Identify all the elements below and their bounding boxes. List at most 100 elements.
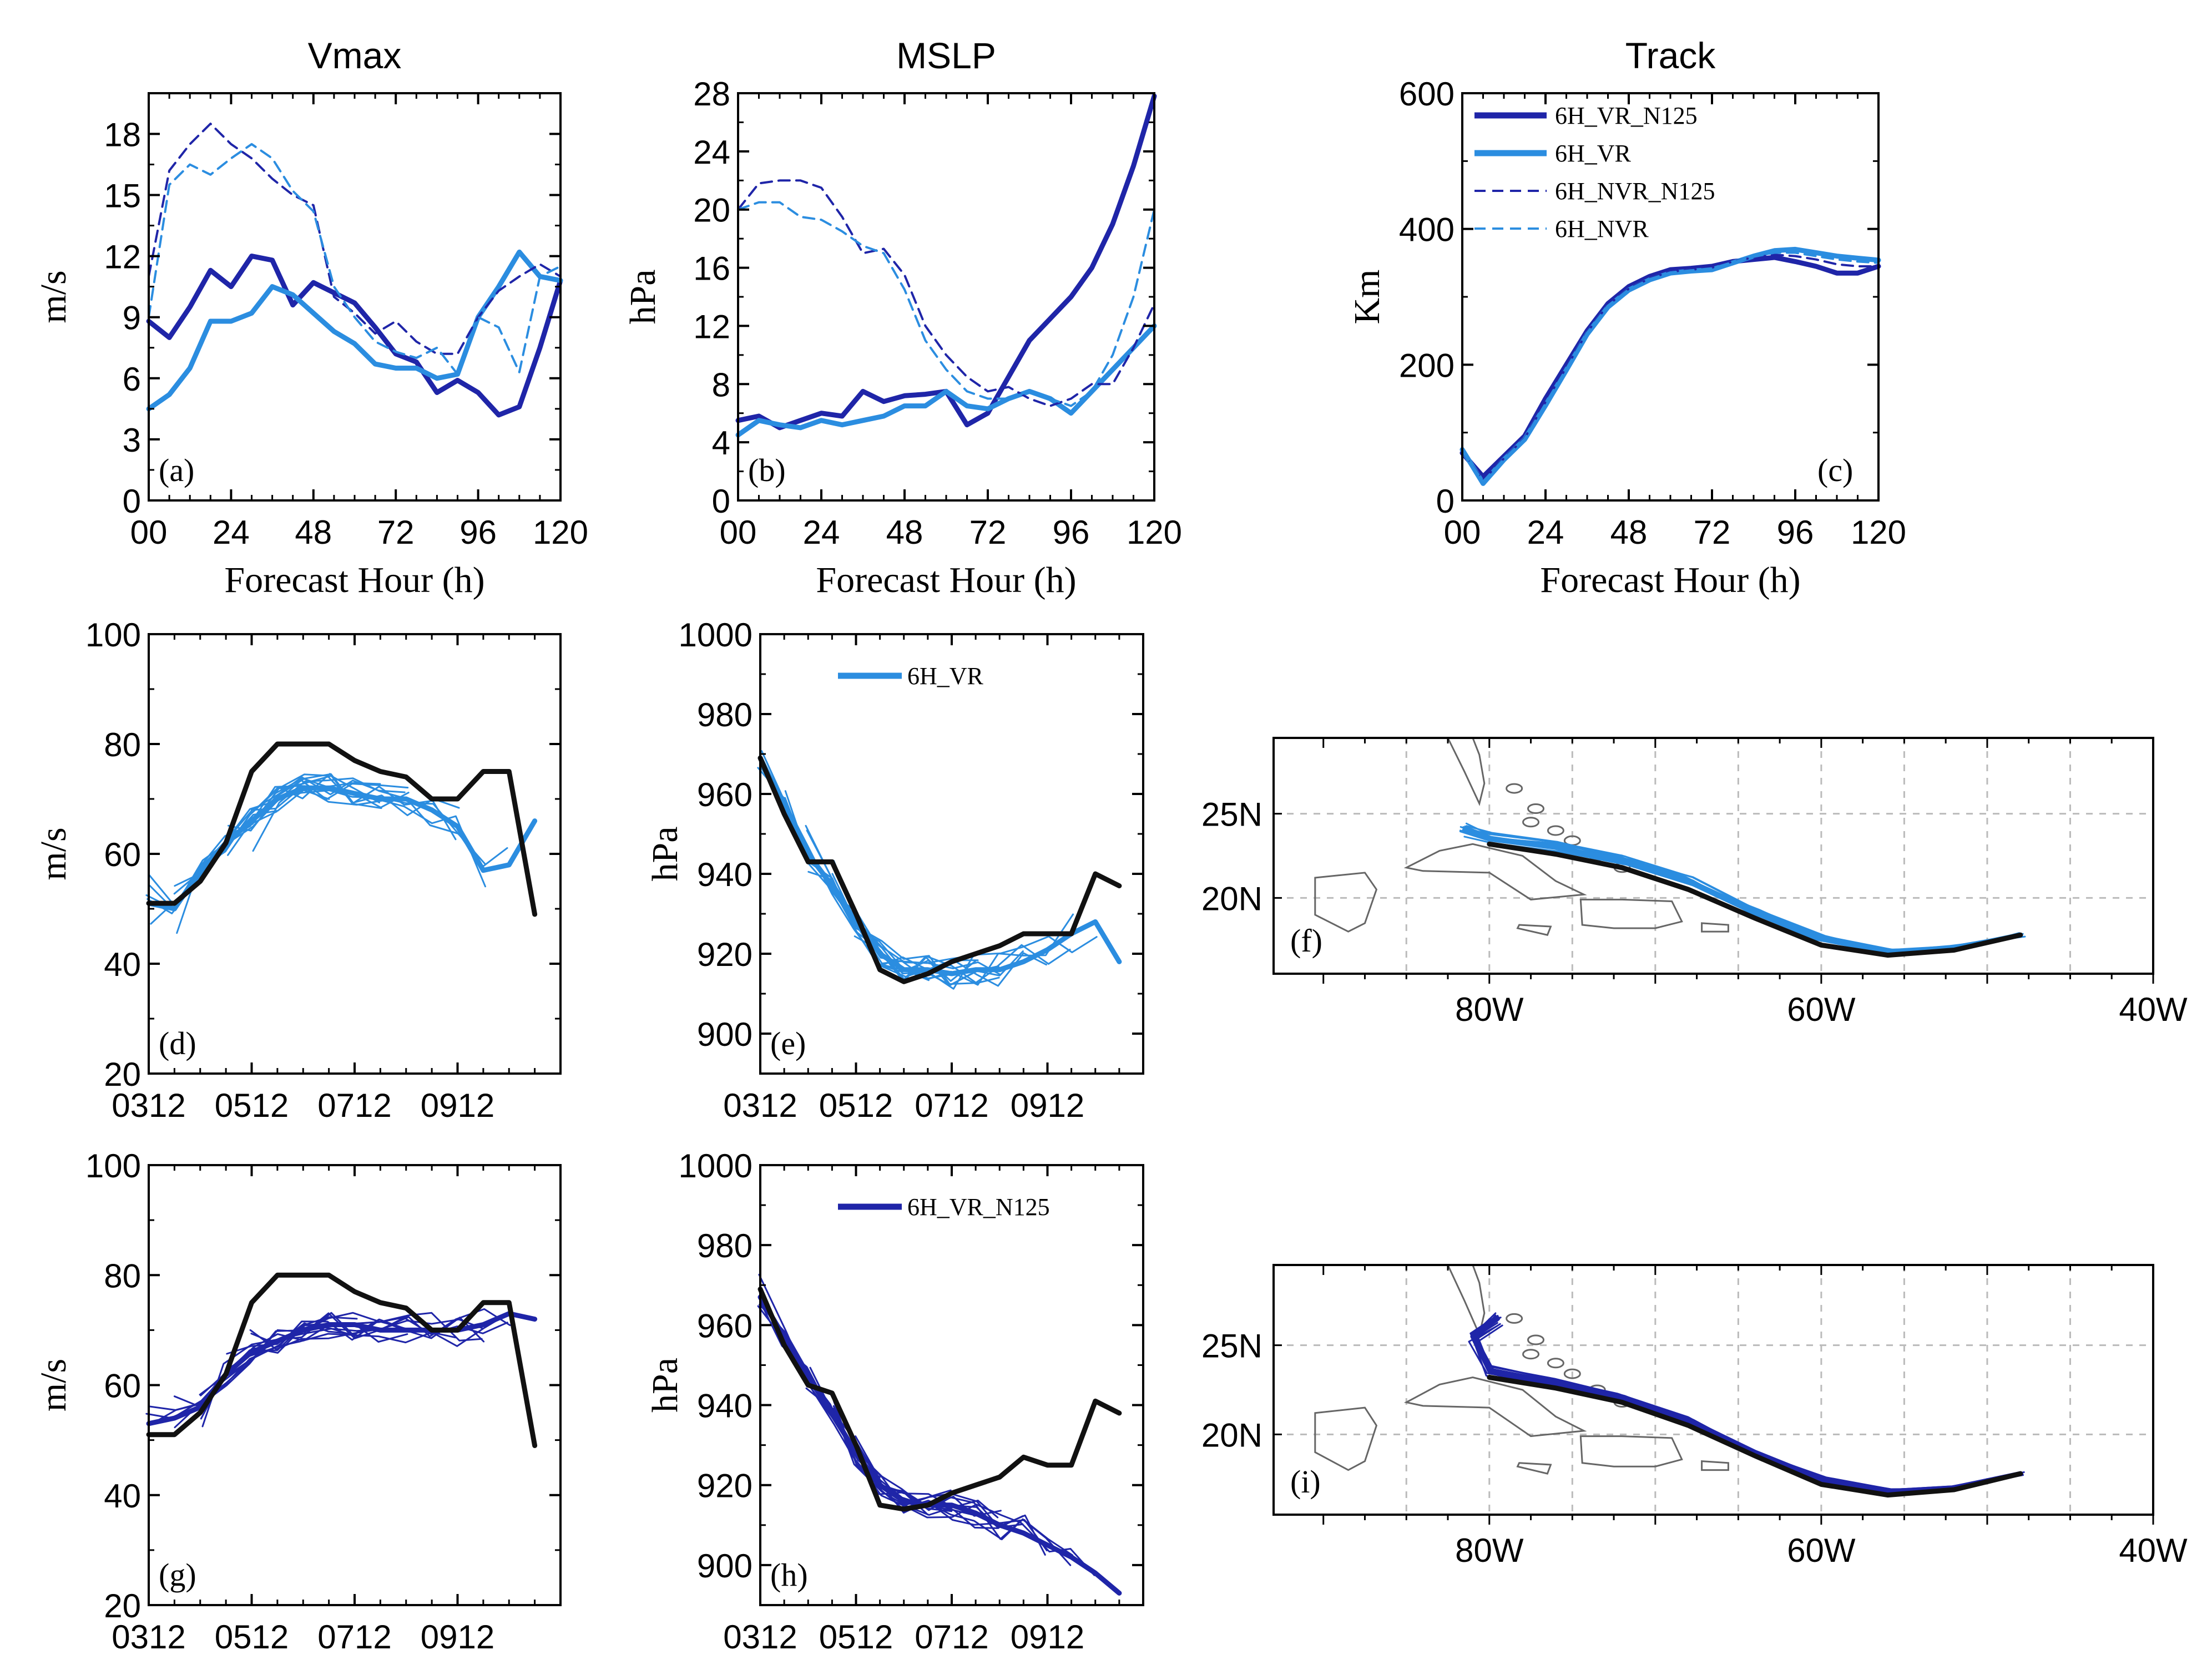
x-tick-label: 24 <box>1527 514 1564 551</box>
axes-frame <box>148 92 562 502</box>
y-tick-label: 900 <box>697 1547 753 1585</box>
y-tick-label: 3 <box>123 422 141 459</box>
y-axis-label: hPa <box>645 827 685 882</box>
series-line <box>1461 251 1880 483</box>
panel-label: (f) <box>1290 923 1322 959</box>
map-ensemble-mean-track <box>1470 1315 2023 1494</box>
coastline <box>1701 1460 1729 1471</box>
x-tick-label: 0512 <box>819 1618 893 1656</box>
panel-label: (d) <box>159 1025 196 1061</box>
panel-label: (b) <box>748 452 786 488</box>
lat-tick-label: 25N <box>1201 1328 1262 1365</box>
island <box>1522 817 1540 828</box>
island <box>1547 825 1564 836</box>
x-tick-label: 120 <box>1127 514 1182 551</box>
panel-label: (c) <box>1817 452 1853 488</box>
lon-tick-label: 40W <box>2119 991 2188 1028</box>
x-tick-label: 72 <box>969 514 1007 551</box>
y-tick-label: 100 <box>85 616 141 654</box>
panel-label: (g) <box>159 1557 196 1593</box>
y-tick-label: 60 <box>104 836 141 873</box>
y-axis-label: m/s <box>33 1359 74 1411</box>
ensemble-member-line <box>176 773 460 934</box>
map-ensemble-track <box>1471 1322 2017 1491</box>
map-observed-track <box>1487 1375 2023 1498</box>
x-tick-label: 0312 <box>723 1618 797 1656</box>
y-tick-label: 0 <box>712 483 730 520</box>
y-tick-label: 40 <box>104 1477 141 1515</box>
x-tick-label: 96 <box>1777 514 1814 551</box>
x-tick-label: 00 <box>720 514 757 551</box>
legend-label: 6H_VR <box>1555 140 1632 167</box>
ensemble-member-line <box>150 773 457 925</box>
y-tick-label: 0 <box>123 483 141 520</box>
legend-label: 6H_VR_N125 <box>1555 102 1698 129</box>
legend-label: 6H_NVR <box>1555 215 1649 242</box>
y-axis-label: m/s <box>33 827 74 880</box>
y-tick-label: 24 <box>693 134 730 171</box>
ensemble-member-line <box>757 1305 1048 1552</box>
lon-tick-label: 80W <box>1455 991 1524 1028</box>
x-tick-label: 00 <box>1444 514 1481 551</box>
lat-tick-label: 20N <box>1201 1416 1262 1454</box>
y-tick-label: 60 <box>104 1368 141 1405</box>
y-tick-label: 980 <box>697 1227 753 1264</box>
y-tick-label: 8 <box>712 366 730 403</box>
island <box>1522 1349 1540 1360</box>
panel-label: (e) <box>770 1025 806 1061</box>
legend-label: 6H_NVR_N125 <box>1555 178 1715 205</box>
ensemble-member-line <box>145 1316 358 1419</box>
y-tick-label: 15 <box>104 178 141 215</box>
y-tick-label: 28 <box>693 75 730 113</box>
y-tick-label: 400 <box>1399 211 1455 249</box>
ensemble-member-line <box>832 1408 999 1519</box>
legend-label: 6H_VR_N125 <box>907 1193 1050 1221</box>
coastline-layer <box>1314 737 1729 1475</box>
y-tick-label: 980 <box>697 696 753 733</box>
y-tick-label: 920 <box>697 1467 753 1505</box>
island <box>1527 803 1545 814</box>
x-tick-label: 24 <box>803 514 840 551</box>
chart-title: Track <box>1625 35 1716 76</box>
x-tick-label: 00 <box>130 514 168 551</box>
y-tick-label: 20 <box>104 1587 141 1625</box>
coastline <box>1446 1264 1486 1338</box>
observed-line <box>757 755 1122 984</box>
y-axis-label: m/s <box>33 270 74 323</box>
ensemble-member-line <box>173 1313 509 1407</box>
y-tick-label: 40 <box>104 946 141 983</box>
x-tick-label: 0312 <box>112 1618 185 1656</box>
island <box>1563 1368 1581 1379</box>
y-axis-label: hPa <box>623 270 663 325</box>
x-tick-label: 0912 <box>421 1087 494 1124</box>
map-ensemble-track <box>1471 1317 2022 1493</box>
axes-frame <box>759 633 1144 1075</box>
x-tick-label: 120 <box>1851 514 1906 551</box>
lon-tick-label: 40W <box>2119 1532 2188 1569</box>
ensemble-mean-line <box>146 785 538 912</box>
x-tick-label: 72 <box>1694 514 1731 551</box>
coastline <box>1516 1462 1552 1475</box>
lat-tick-label: 25N <box>1201 796 1262 833</box>
map-observed-track <box>1487 841 2023 958</box>
x-tick-label: 0312 <box>112 1087 185 1124</box>
series-line <box>148 143 562 376</box>
series-line <box>735 93 1157 431</box>
x-tick-label: 96 <box>1053 514 1090 551</box>
coastline <box>1701 922 1729 933</box>
panel-label: (i) <box>1290 1464 1321 1500</box>
y-tick-label: 600 <box>1399 75 1455 113</box>
ensemble-member-line <box>757 767 1074 986</box>
lines-layer <box>145 93 2026 1596</box>
axes-frame <box>148 1164 562 1606</box>
x-tick-label: 0712 <box>317 1618 391 1656</box>
x-tick-label: 0912 <box>421 1618 494 1656</box>
map-ensemble-track <box>1471 1320 2024 1492</box>
y-tick-label: 12 <box>693 308 730 345</box>
map-ensemble-track <box>1468 1325 2020 1494</box>
y-tick-label: 6 <box>123 361 141 398</box>
x-tick-label: 0912 <box>1011 1087 1084 1124</box>
x-axis-label: Forecast Hour (h) <box>224 560 484 600</box>
y-tick-label: 80 <box>104 726 141 763</box>
coastline <box>1579 1435 1683 1467</box>
